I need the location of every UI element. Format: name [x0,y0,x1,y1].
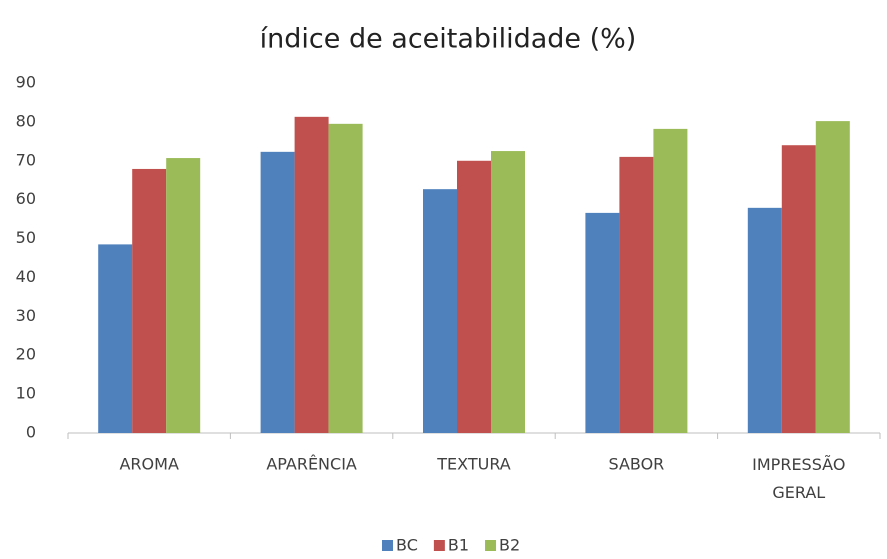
y-tick-label: 10 [16,384,36,403]
chart-title: índice de aceitabilidade (%) [260,24,637,55]
bar [781,145,816,433]
y-tick-label: 90 [16,73,36,92]
bar [423,189,457,433]
bar [585,212,620,433]
bar [166,158,201,434]
bar [653,128,688,433]
y-tick-label: 50 [16,228,36,247]
y-tick-label: 60 [16,189,36,208]
bar [98,244,133,433]
x-tick-label: APARÊNCIA [266,455,357,474]
y-tick-label: 20 [16,345,36,364]
bar [260,151,295,434]
x-tick-label: IMPRESSÃO GERAL [752,455,845,502]
bar [132,168,167,433]
bar [491,151,525,434]
legend-swatch [433,540,445,551]
bar [328,123,363,433]
x-tick-label: SABOR [608,455,664,474]
bar [619,156,654,433]
legend-swatch [485,540,497,551]
legend-label: B2 [499,536,520,555]
y-tick-label: 30 [16,306,36,325]
y-tick-label: 80 [16,111,36,130]
legend-swatch [382,540,393,551]
bar [815,121,850,433]
bar [747,207,782,433]
x-tick-label: TEXTURA [436,455,511,474]
bar [457,160,491,433]
x-tick-label: AROMA [119,455,178,474]
y-tick-label: 70 [16,150,36,169]
bar [294,116,329,433]
legend-label: BC [396,536,418,555]
y-tick-label: 0 [26,423,36,442]
y-tick-label: 40 [16,267,36,286]
legend-label: B1 [448,536,469,555]
